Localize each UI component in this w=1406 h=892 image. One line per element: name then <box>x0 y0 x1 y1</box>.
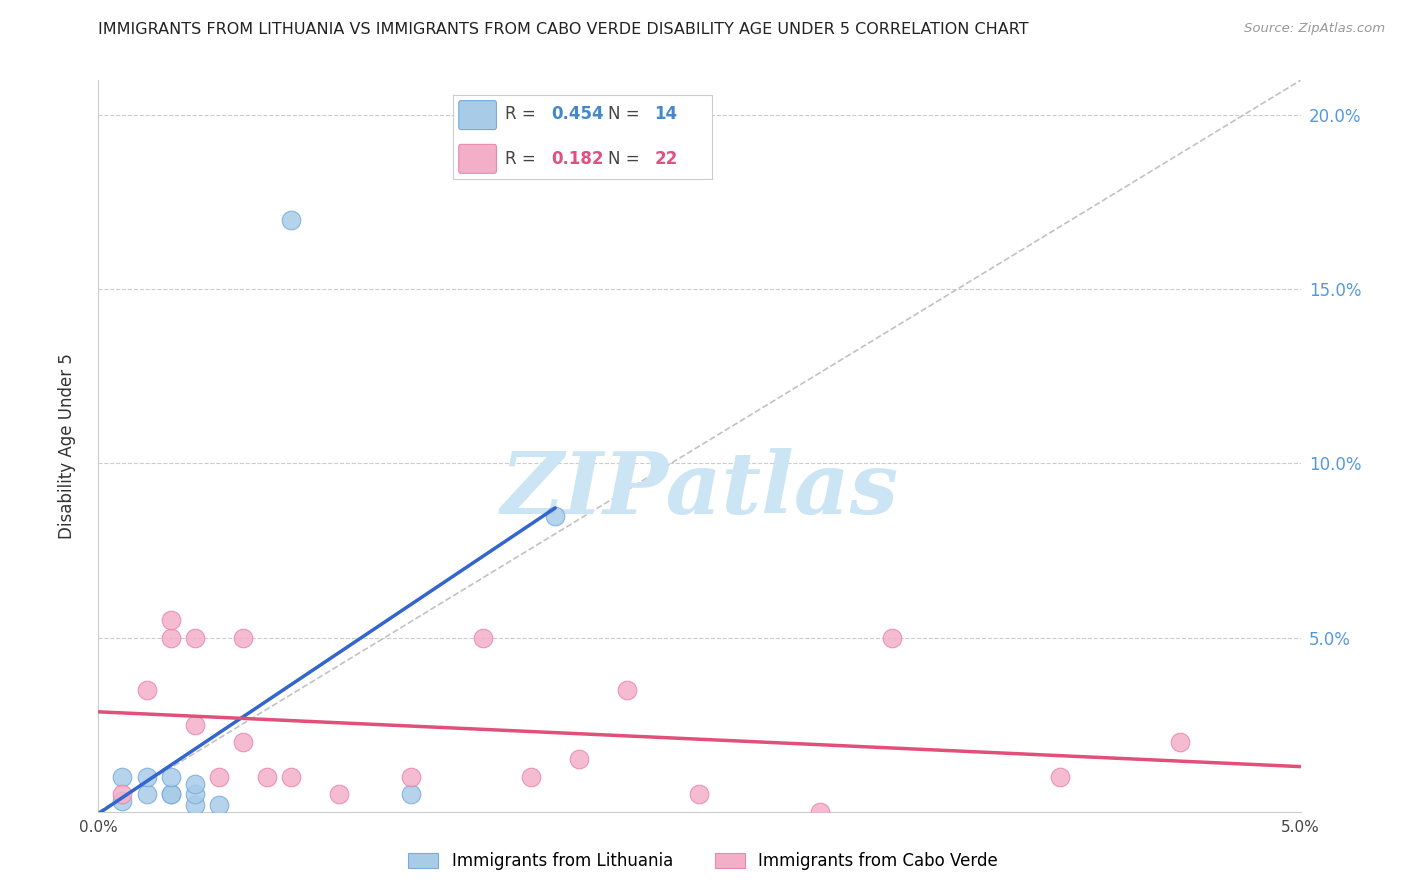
Point <box>183 631 205 645</box>
Point <box>232 631 254 645</box>
Point <box>159 770 181 784</box>
Point <box>159 787 181 801</box>
Text: Source: ZipAtlas.com: Source: ZipAtlas.com <box>1244 22 1385 36</box>
Point <box>111 787 134 801</box>
Point <box>159 613 181 627</box>
Point <box>159 787 181 801</box>
Point <box>111 794 134 808</box>
Point <box>183 717 205 731</box>
Legend: Immigrants from Lithuania, Immigrants from Cabo Verde: Immigrants from Lithuania, Immigrants fr… <box>402 846 1004 877</box>
Point <box>256 770 278 784</box>
Point <box>280 770 302 784</box>
Point <box>568 752 591 766</box>
Point <box>111 770 134 784</box>
Point <box>544 508 567 523</box>
Text: ZIPatlas: ZIPatlas <box>501 448 898 532</box>
Text: IMMIGRANTS FROM LITHUANIA VS IMMIGRANTS FROM CABO VERDE DISABILITY AGE UNDER 5 C: IMMIGRANTS FROM LITHUANIA VS IMMIGRANTS … <box>98 22 1029 37</box>
Point <box>1170 735 1192 749</box>
Point <box>159 631 181 645</box>
Point <box>280 212 302 227</box>
Point <box>472 631 495 645</box>
Point <box>183 787 205 801</box>
Point <box>399 787 422 801</box>
Point <box>808 805 831 819</box>
Point <box>232 735 254 749</box>
Point <box>135 787 157 801</box>
Y-axis label: Disability Age Under 5: Disability Age Under 5 <box>58 353 76 539</box>
Point <box>183 777 205 791</box>
Point <box>520 770 543 784</box>
Point <box>135 682 157 697</box>
Point <box>616 682 638 697</box>
Point <box>689 787 711 801</box>
Point <box>208 770 231 784</box>
Point <box>1049 770 1071 784</box>
Point <box>183 797 205 812</box>
Point <box>135 770 157 784</box>
Point <box>399 770 422 784</box>
Point <box>208 797 231 812</box>
Point <box>328 787 350 801</box>
Point <box>880 631 903 645</box>
